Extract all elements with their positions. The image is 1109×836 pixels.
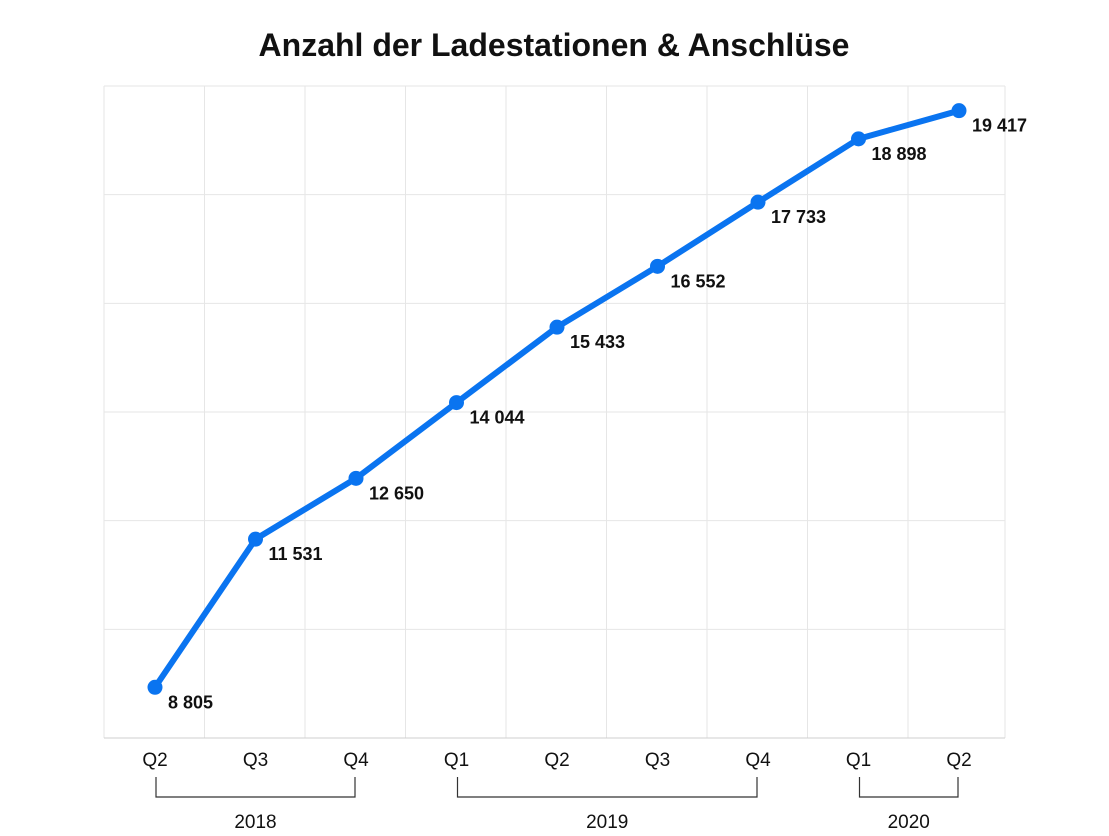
year-group-axis: 2018 2019 2020: [155, 777, 959, 833]
data-point: [851, 131, 866, 147]
grid-lines: [103, 85, 1006, 738]
data-point: [248, 531, 263, 547]
series-line-layer: [152, 107, 962, 691]
x-tick-label: Q4: [745, 750, 771, 771]
year-bracket: [155, 777, 356, 798]
year-label: 2020: [888, 812, 930, 833]
data-point: [147, 679, 163, 695]
data-label: 8 805: [168, 692, 213, 712]
data-points: [147, 103, 967, 695]
data-point: [449, 395, 464, 411]
x-tick-label: Q1: [444, 750, 469, 771]
x-axis: Q2 Q3 Q4 Q1 Q2 Q3 Q4 Q1 Q2: [104, 737, 1005, 771]
data-label: 16 552: [671, 271, 726, 291]
data-point: [750, 194, 766, 210]
x-tick-label: Q3: [645, 750, 670, 771]
x-tick-label: Q2: [544, 750, 569, 771]
data-labels: 8 805 11 531 12 650 14 044 15 433 16 552 17 73…: [168, 116, 1027, 713]
x-tick-label: Q3: [243, 750, 268, 771]
x-tick-label: Q2: [946, 750, 971, 771]
year-bracket: [456, 777, 758, 798]
series-line: [152, 107, 962, 691]
data-label: 14 044: [470, 408, 525, 428]
year-label: 2018: [234, 812, 276, 833]
data-label: 19 417: [972, 116, 1027, 136]
data-point: [549, 319, 565, 335]
data-point: [951, 103, 967, 119]
data-label: 12 650: [369, 483, 424, 503]
year-label: 2019: [586, 812, 628, 833]
data-point: [348, 470, 364, 486]
data-label: 11 531: [269, 544, 323, 564]
data-label: 18 898: [872, 144, 927, 164]
chart-title: Anzahl der Ladestationen & Anschlüse: [259, 27, 850, 63]
data-label: 17 733: [771, 207, 826, 227]
x-tick-label: Q1: [846, 750, 871, 771]
x-tick-label: Q2: [142, 750, 167, 771]
x-tick-label: Q4: [343, 750, 369, 771]
data-point: [650, 258, 665, 274]
data-label: 15 433: [570, 332, 625, 352]
year-bracket: [858, 777, 959, 798]
